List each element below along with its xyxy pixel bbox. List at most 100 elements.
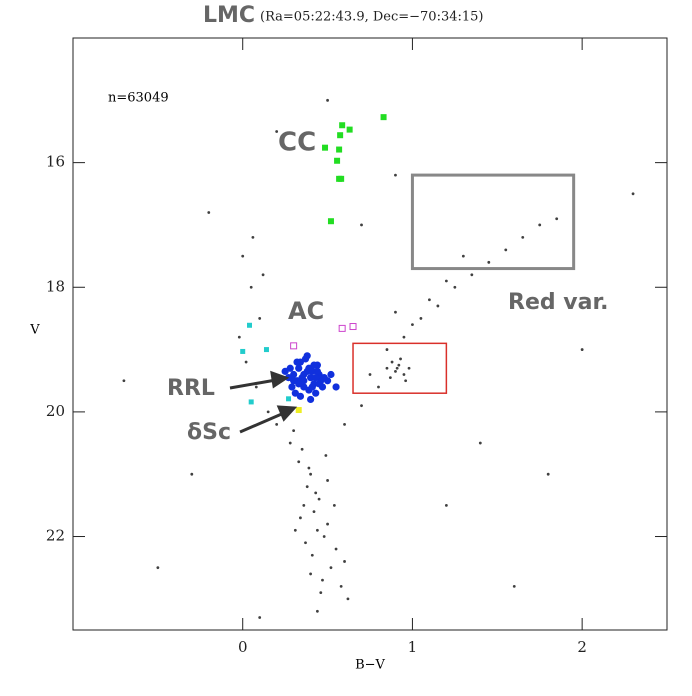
field-star: [453, 285, 457, 289]
field-star: [321, 578, 324, 582]
field-star: [394, 310, 397, 314]
field-star: [397, 363, 401, 367]
field-star: [237, 335, 241, 339]
variable-star: [312, 389, 320, 397]
variable-star: [337, 132, 344, 139]
field-star: [326, 479, 329, 482]
variable-star: [322, 144, 329, 151]
variable-star: [281, 367, 289, 375]
field-star: [478, 441, 482, 445]
field-star: [288, 441, 292, 445]
field-star: [309, 472, 312, 476]
chart-title: LMC: [203, 3, 255, 28]
variable-star: [263, 347, 269, 353]
ac-label: AC: [288, 297, 324, 325]
variable-star: [380, 114, 387, 121]
field-star: [249, 285, 253, 289]
field-star: [419, 317, 423, 320]
field-star: [385, 366, 389, 370]
field-star: [395, 366, 399, 370]
field-star: [580, 348, 584, 351]
field-star: [346, 597, 350, 601]
variable-star: [334, 157, 341, 164]
field-star: [326, 98, 329, 102]
field-star: [360, 404, 363, 408]
y-tick-label: 22: [46, 527, 65, 545]
variable-star: [312, 374, 320, 382]
field-star: [339, 584, 343, 588]
x-tick-label: 0: [238, 638, 248, 656]
arrow: [229, 378, 277, 390]
variable-star: [349, 323, 357, 331]
count-label: n=63049: [108, 91, 169, 106]
field-star: [314, 491, 318, 495]
variable-star: [307, 395, 315, 404]
field-star: [512, 584, 516, 588]
field-star: [315, 528, 319, 532]
field-star: [258, 616, 262, 619]
field-star: [305, 485, 309, 489]
field-star: [241, 254, 245, 258]
field-star: [244, 360, 248, 364]
x-tick-label: 2: [577, 638, 587, 656]
field-star: [326, 522, 329, 526]
plot-frame: [72, 37, 668, 631]
field-star: [377, 385, 380, 389]
arrows: [229, 370, 298, 434]
field-star: [292, 429, 296, 432]
field-star: [310, 553, 314, 557]
field-star: [307, 466, 311, 470]
field-star: [487, 260, 491, 264]
field-star: [368, 373, 372, 376]
x-tick-label: 1: [408, 638, 418, 656]
field-star: [297, 460, 301, 464]
field-star: [312, 510, 316, 513]
arrow: [239, 411, 285, 434]
field-star: [504, 248, 508, 252]
variable-star: [338, 324, 346, 332]
field-star: [334, 547, 338, 551]
field-star: [258, 317, 262, 320]
variable-star: [300, 377, 308, 385]
field-star: [631, 192, 635, 196]
y-axis-label: V: [29, 323, 40, 338]
field-star: [343, 560, 346, 563]
variable-star: [303, 352, 311, 360]
field-star: [302, 503, 306, 507]
field-star: [329, 566, 333, 570]
field-star: [470, 273, 474, 277]
field-star: [156, 566, 160, 570]
field-star: [360, 223, 363, 227]
variable-star: [336, 175, 343, 182]
x-axis-label: B−V: [355, 658, 385, 673]
variable-star: [313, 367, 321, 375]
variable-star: [247, 322, 253, 328]
field-star: [404, 379, 408, 383]
field-star: [407, 366, 411, 370]
cc-label: CC: [278, 128, 316, 158]
field-star: [299, 516, 302, 520]
variable-star: [240, 348, 246, 354]
field-star: [207, 211, 211, 214]
variable-star: [300, 370, 308, 379]
variable-star: [332, 383, 340, 391]
field-star: [390, 360, 394, 364]
variable-star: [336, 146, 343, 153]
field-star: [555, 217, 559, 221]
field-star: [275, 422, 279, 426]
field-star: [394, 173, 397, 177]
field-star: [399, 357, 402, 361]
field-star: [293, 528, 297, 532]
field-star: [521, 236, 525, 239]
field-star: [304, 541, 307, 545]
plot-area: 0 1 2 16 18 20 22: [46, 37, 668, 656]
field-star: [388, 376, 392, 380]
field-star: [402, 373, 406, 376]
variable-star: [339, 122, 346, 129]
variable-star: [296, 392, 305, 400]
field-star: [322, 535, 326, 538]
variable-star: [323, 377, 332, 385]
field-star: [324, 454, 328, 457]
dsc-label: δSc: [187, 420, 231, 445]
